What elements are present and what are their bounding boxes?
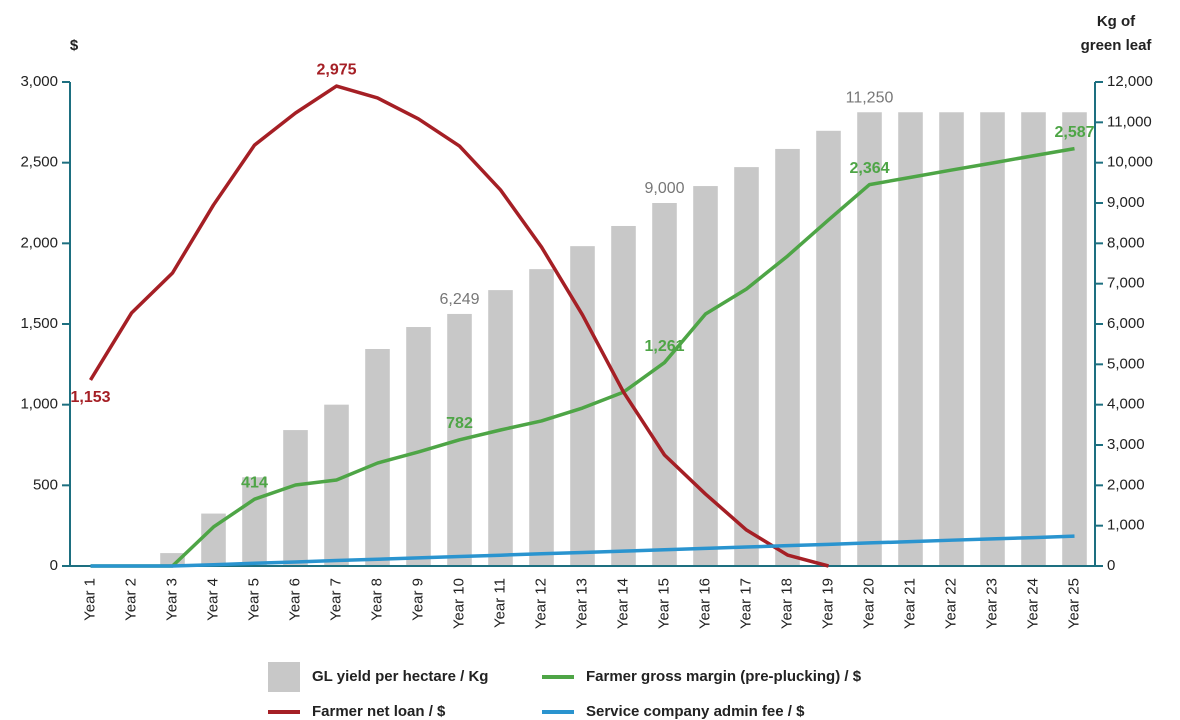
bar bbox=[1021, 112, 1046, 566]
y2-tick-label: 5,000 bbox=[1107, 355, 1145, 372]
legend-swatch bbox=[268, 662, 300, 692]
x-tick-label: Year 23 bbox=[983, 578, 1000, 629]
bar bbox=[939, 112, 964, 566]
y2-tick-label: 0 bbox=[1107, 557, 1115, 574]
y2-tick-label: 3,000 bbox=[1107, 436, 1145, 453]
x-tick-label: Year 16 bbox=[696, 578, 713, 629]
legend-label: GL yield per hectare / Kg bbox=[312, 668, 488, 685]
y2-tick-label: 2,000 bbox=[1107, 476, 1145, 493]
x-tick-label: Year 1 bbox=[81, 578, 98, 621]
bar bbox=[816, 130, 841, 566]
legend-label: Farmer gross margin (pre-plucking) / $ bbox=[586, 668, 862, 685]
line bbox=[90, 534, 1075, 568]
data-label: 782 bbox=[446, 415, 473, 432]
x-tick-label: Year 10 bbox=[450, 578, 467, 629]
x-tick-label: Year 5 bbox=[245, 578, 262, 621]
y-tick-label: 1,500 bbox=[20, 315, 58, 332]
bar-label: 9,000 bbox=[644, 180, 684, 197]
y-tick-label: 2,000 bbox=[20, 234, 58, 251]
y-tick-label: 3,000 bbox=[20, 73, 58, 90]
x-tick-label: Year 15 bbox=[655, 578, 672, 629]
x-tick-label: Year 19 bbox=[819, 578, 836, 629]
bar bbox=[693, 186, 718, 566]
x-tick-label: Year 13 bbox=[573, 578, 590, 629]
x-tick-label: Year 18 bbox=[778, 578, 795, 629]
x-tick-label: Year 4 bbox=[204, 578, 221, 621]
x-tick-label: Year 17 bbox=[737, 578, 754, 629]
data-label: 414 bbox=[241, 474, 268, 491]
bar bbox=[283, 430, 308, 566]
y2-tick-label: 10,000 bbox=[1107, 154, 1153, 171]
x-tick-label: Year 20 bbox=[860, 578, 877, 629]
y2-tick-label: 6,000 bbox=[1107, 315, 1145, 332]
legend-label: Farmer net loan / $ bbox=[312, 703, 446, 720]
x-tick-label: Year 7 bbox=[327, 578, 344, 621]
legend-label: Service company admin fee / $ bbox=[586, 703, 805, 720]
data-label: 1,153 bbox=[70, 389, 110, 406]
y2-tick-label: 1,000 bbox=[1107, 517, 1145, 534]
y-axis-label: $ bbox=[70, 37, 79, 54]
bar bbox=[857, 112, 882, 566]
data-label: 1,261 bbox=[644, 338, 684, 355]
data-label: 2,364 bbox=[849, 160, 889, 177]
bar bbox=[160, 553, 185, 566]
y2-tick-label: 8,000 bbox=[1107, 234, 1145, 251]
y2-tick-label: 9,000 bbox=[1107, 194, 1145, 211]
bar bbox=[775, 148, 800, 566]
y-tick-label: 1,000 bbox=[20, 396, 58, 413]
line bbox=[89, 84, 829, 568]
bar bbox=[652, 203, 677, 566]
bar-label: 6,249 bbox=[439, 291, 479, 308]
y2-tick-label: 12,000 bbox=[1107, 73, 1153, 90]
y-tick-label: 2,500 bbox=[20, 154, 58, 171]
y2-tick-label: 11,000 bbox=[1107, 113, 1152, 130]
y-tick-label: 0 bbox=[50, 557, 58, 574]
x-tick-label: Year 2 bbox=[122, 578, 139, 621]
x-tick-label: Year 11 bbox=[491, 578, 508, 628]
y2-axis-label: Kg of bbox=[1097, 13, 1136, 30]
bar bbox=[980, 112, 1005, 566]
bar bbox=[898, 112, 923, 566]
y2-tick-label: 4,000 bbox=[1107, 396, 1145, 413]
bar bbox=[242, 477, 267, 566]
y2-tick-label: 7,000 bbox=[1107, 275, 1145, 292]
data-label: 2,975 bbox=[316, 61, 356, 78]
x-tick-label: Year 21 bbox=[901, 578, 918, 629]
bar bbox=[1062, 112, 1087, 566]
y-tick-label: 500 bbox=[33, 476, 58, 493]
bar bbox=[324, 404, 349, 566]
bar bbox=[406, 327, 431, 566]
bar bbox=[365, 349, 390, 566]
x-tick-label: Year 24 bbox=[1024, 578, 1041, 629]
x-tick-label: Year 8 bbox=[368, 578, 385, 621]
x-tick-label: Year 22 bbox=[942, 578, 959, 629]
y2-axis-label: green leaf bbox=[1081, 37, 1153, 54]
line bbox=[90, 146, 1075, 568]
x-tick-label: Year 9 bbox=[409, 578, 426, 621]
x-tick-label: Year 6 bbox=[286, 578, 303, 621]
bar bbox=[734, 167, 759, 566]
data-label: 2,587 bbox=[1054, 124, 1094, 141]
x-tick-label: Year 14 bbox=[614, 578, 631, 629]
x-tick-label: Year 3 bbox=[163, 578, 180, 621]
x-tick-label: Year 12 bbox=[532, 578, 549, 629]
bar-label: 11,250 bbox=[846, 89, 894, 106]
x-tick-label: Year 25 bbox=[1065, 578, 1082, 629]
